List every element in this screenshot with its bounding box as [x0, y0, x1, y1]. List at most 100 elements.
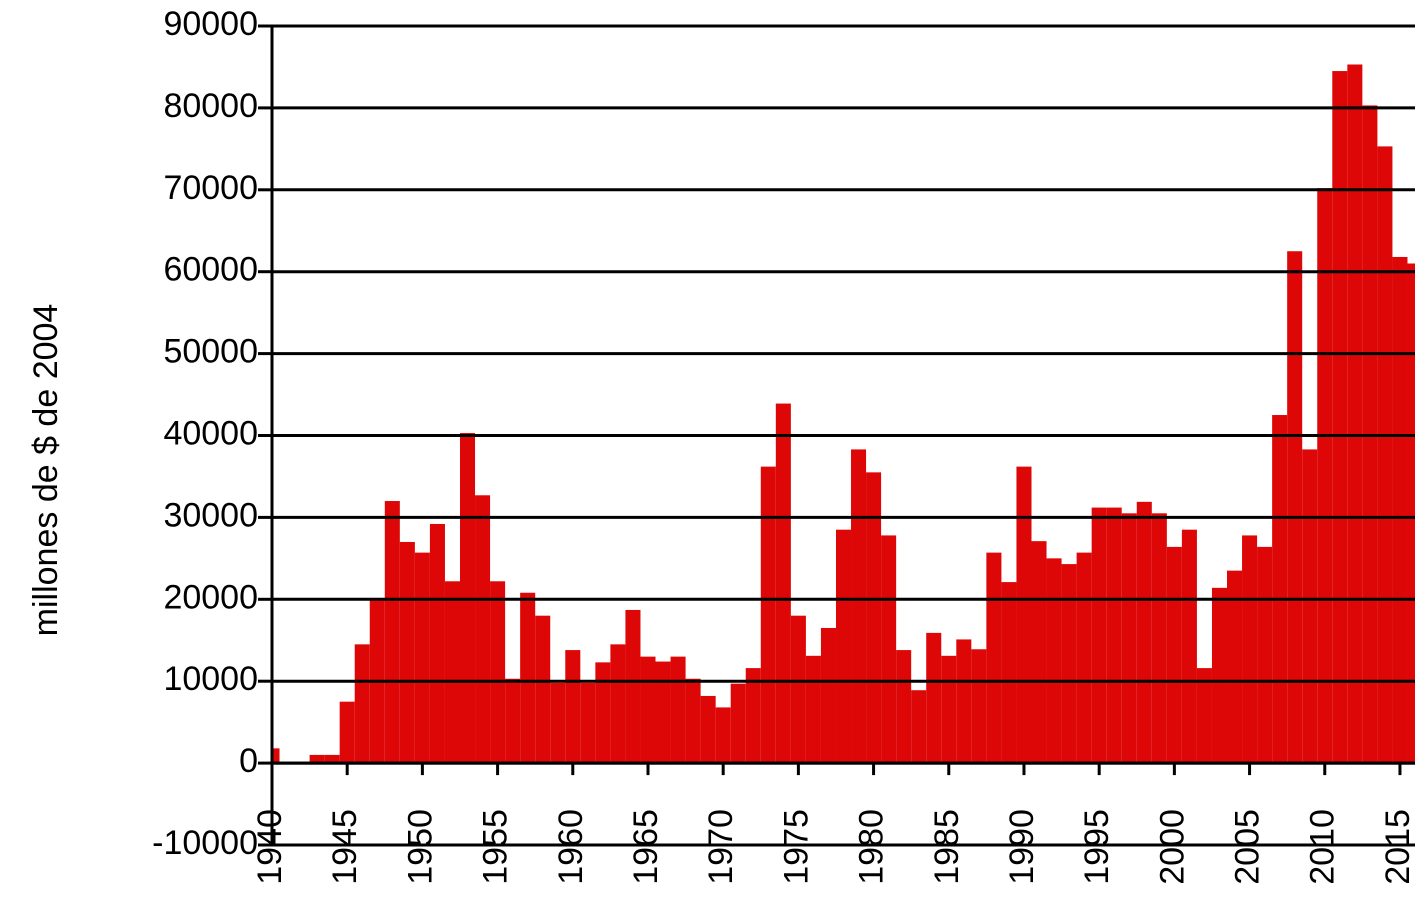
x-tick-label: 2000 [1153, 809, 1191, 885]
bar [775, 403, 791, 764]
bar [820, 627, 836, 764]
bar [580, 682, 596, 764]
y-axis-label: millones de $ de 2004 [27, 304, 65, 637]
bar [1347, 64, 1363, 764]
bar [896, 650, 912, 764]
x-tick-label: 1990 [1003, 809, 1041, 885]
y-tick-label: 80000 [163, 87, 258, 125]
bar [1257, 546, 1273, 764]
bar [1001, 582, 1017, 764]
bar [550, 682, 566, 764]
x-tick-label: 1945 [326, 809, 364, 885]
bar [1377, 146, 1393, 764]
bar [851, 449, 867, 764]
bar [1196, 668, 1212, 764]
bar [1106, 507, 1122, 764]
bar [1181, 529, 1197, 764]
bar [881, 535, 897, 764]
bar [625, 609, 641, 764]
x-tick-label: 2010 [1304, 809, 1342, 885]
y-tick-label: 30000 [163, 496, 258, 534]
x-tick-label: 1995 [1078, 809, 1116, 885]
bar [339, 701, 355, 764]
bar [670, 656, 686, 764]
x-tick-label: 1970 [702, 809, 740, 885]
bar [1242, 535, 1258, 764]
bar [730, 683, 746, 764]
bar [520, 592, 536, 764]
x-tick-label: 1940 [251, 809, 289, 885]
y-tick-label: 20000 [163, 578, 258, 616]
bar [1227, 570, 1243, 764]
bar [354, 644, 370, 764]
bar [414, 552, 430, 764]
bar [640, 656, 656, 764]
bar [309, 754, 325, 764]
bar [1392, 256, 1408, 764]
y-tick-label: 0 [239, 742, 258, 780]
bar [1046, 558, 1062, 764]
bar [399, 541, 415, 764]
bar [1211, 587, 1228, 764]
bar [956, 639, 972, 764]
y-tick-label: 70000 [163, 169, 258, 207]
x-tick-label: 1960 [552, 809, 590, 885]
bar [866, 472, 882, 764]
bar [490, 581, 506, 764]
y-tick-label: -10000 [152, 824, 258, 862]
bar [505, 678, 521, 764]
bar [1151, 513, 1167, 764]
bar [429, 523, 445, 764]
y-tick-label: 90000 [163, 5, 258, 43]
bar [790, 615, 806, 764]
bar [941, 655, 957, 764]
bar [1287, 251, 1303, 764]
x-tick-label: 1985 [928, 809, 966, 885]
bar [700, 695, 716, 764]
bar [986, 552, 1002, 764]
bar [971, 649, 987, 764]
y-tick-label: 60000 [163, 251, 258, 289]
bar [610, 644, 626, 764]
bar [272, 748, 280, 764]
y-tick-label: 40000 [163, 414, 258, 452]
bar [745, 668, 761, 764]
bar [911, 690, 927, 764]
bar [835, 529, 852, 764]
y-tick-label: 50000 [163, 333, 258, 371]
bars [272, 64, 1415, 764]
x-tick-label: 2005 [1229, 809, 1267, 885]
bar [1302, 449, 1318, 764]
bar [1031, 541, 1047, 764]
bar [1332, 71, 1348, 764]
bar [444, 581, 460, 764]
bar [805, 655, 821, 764]
bar [565, 650, 581, 764]
bar [1136, 501, 1152, 764]
bar [384, 501, 400, 764]
bar [1166, 546, 1182, 764]
bar [926, 632, 942, 764]
bar [1076, 552, 1092, 764]
y-tick-label: 10000 [163, 660, 258, 698]
bar [324, 754, 340, 764]
bar [1317, 188, 1333, 764]
x-tick-label: 1955 [477, 809, 515, 885]
x-tick-label: 1965 [627, 809, 665, 885]
bar [535, 615, 551, 764]
x-tick-label: 1975 [777, 809, 815, 885]
x-tick-label: 1950 [401, 809, 439, 885]
x-tick-label: 1980 [853, 809, 891, 885]
bar [595, 662, 611, 764]
bar [760, 466, 776, 764]
bar [655, 661, 671, 764]
x-tick-label: 2015 [1379, 809, 1417, 885]
bar [1091, 507, 1107, 764]
bar [1407, 263, 1415, 764]
bar [1016, 466, 1032, 764]
bar [715, 707, 731, 764]
bar [475, 495, 491, 764]
bar [1061, 564, 1077, 764]
bar [1272, 415, 1288, 764]
